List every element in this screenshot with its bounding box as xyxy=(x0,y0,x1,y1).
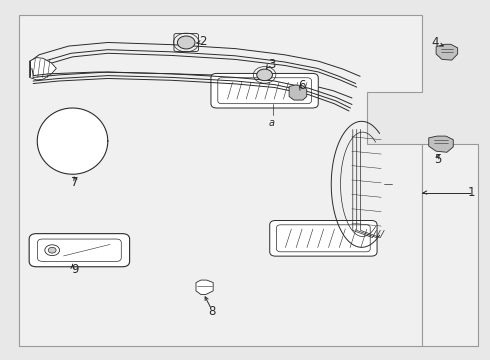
Polygon shape xyxy=(196,280,213,294)
Polygon shape xyxy=(289,85,307,100)
Text: 4: 4 xyxy=(431,36,439,49)
Text: 2: 2 xyxy=(199,35,207,48)
Text: a: a xyxy=(269,118,275,128)
Polygon shape xyxy=(37,108,108,174)
FancyBboxPatch shape xyxy=(270,220,377,256)
Text: 5: 5 xyxy=(434,153,441,166)
Polygon shape xyxy=(422,144,478,346)
Text: 1: 1 xyxy=(467,186,475,199)
FancyBboxPatch shape xyxy=(211,73,318,108)
Circle shape xyxy=(177,36,195,49)
Text: 6: 6 xyxy=(298,79,306,92)
Polygon shape xyxy=(19,15,422,346)
Circle shape xyxy=(48,247,56,253)
Text: 3: 3 xyxy=(268,58,276,71)
Polygon shape xyxy=(429,136,453,152)
Text: 9: 9 xyxy=(71,263,79,276)
Circle shape xyxy=(257,69,272,81)
FancyBboxPatch shape xyxy=(29,234,129,267)
Text: 8: 8 xyxy=(208,305,216,318)
Polygon shape xyxy=(436,44,458,60)
Polygon shape xyxy=(29,58,56,80)
Text: 7: 7 xyxy=(71,176,79,189)
Circle shape xyxy=(45,245,60,256)
